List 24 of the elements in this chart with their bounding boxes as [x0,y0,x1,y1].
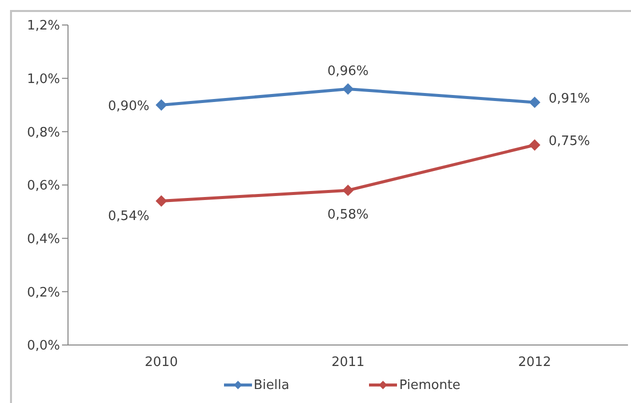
y-tick-label: 1,0% [26,72,60,87]
y-tick-label: 0,2% [26,285,60,300]
point [529,140,540,150]
legend-label: Biella [254,378,290,392]
x-tick-label: 2011 [331,355,365,370]
point [342,184,354,196]
data-label: 0,96% [327,64,369,79]
y-tick-label: 1,2% [26,18,60,34]
data-label: 0,75% [548,134,590,149]
y-tick-label: 0,4% [26,232,60,247]
data-label: 0,91% [548,91,590,106]
x-tick-label: 2012 [518,355,552,370]
y-tick-label: 0,6% [26,178,60,194]
data-label: 0,58% [327,207,369,222]
point [529,96,540,108]
x-tick-label: 2010 [144,355,178,370]
point [342,84,354,94]
data-label: 0,90% [108,99,150,114]
legend-label: Piemonte [399,378,460,392]
point [156,100,167,110]
y-tick-label: 0,0% [26,338,60,354]
data-label: 0,54% [108,209,150,224]
point [156,196,167,206]
y-tick-label: 0,8% [26,125,60,140]
